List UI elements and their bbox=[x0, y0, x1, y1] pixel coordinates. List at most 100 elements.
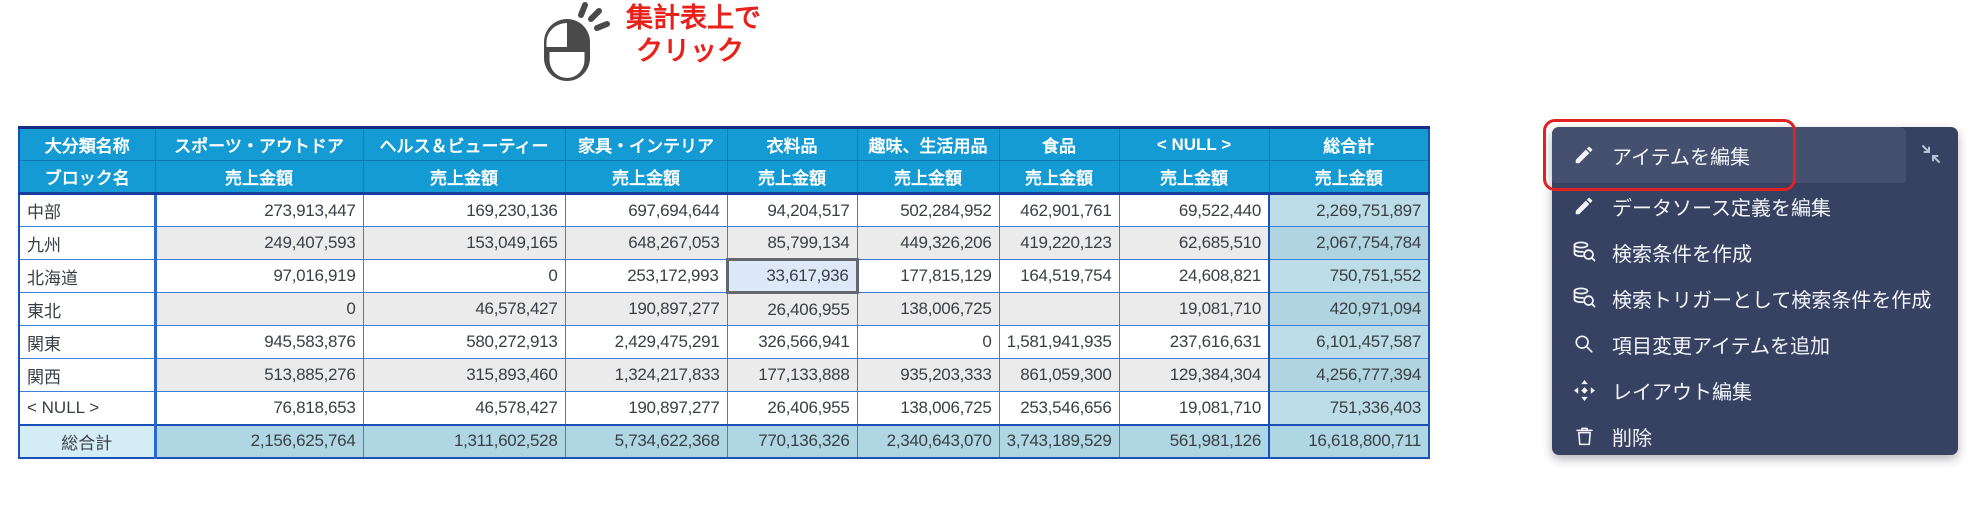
table-cell[interactable]: 3,743,189,529 bbox=[998, 423, 1120, 459]
table-cell[interactable]: 750,751,552 bbox=[1268, 259, 1430, 293]
table-cell[interactable]: 24,608,821 bbox=[1118, 259, 1270, 293]
table-cell[interactable]: 97,016,919 bbox=[154, 259, 364, 293]
selected-cell[interactable]: 33,617,936 bbox=[725, 258, 859, 294]
measure-header-7[interactable]: 売上金額 bbox=[1268, 160, 1430, 195]
menu-item-create-search-condition-as-trigger[interactable]: 検索トリガーとして検索条件を作成 bbox=[1552, 275, 1958, 321]
table-cell[interactable]: 2,067,754,784 bbox=[1268, 226, 1430, 260]
measure-header-4[interactable]: 売上金額 bbox=[856, 160, 1000, 195]
row-label[interactable]: 中部 bbox=[18, 193, 157, 227]
table-cell[interactable]: 153,049,165 bbox=[362, 226, 566, 260]
measure-header-2[interactable]: 売上金額 bbox=[564, 160, 728, 195]
table-cell[interactable]: 169,230,136 bbox=[362, 193, 566, 227]
table-cell[interactable]: 1,311,602,528 bbox=[362, 423, 566, 459]
table-cell[interactable]: 2,429,475,291 bbox=[564, 325, 728, 359]
table-cell[interactable]: 4,256,777,394 bbox=[1268, 358, 1430, 392]
table-cell[interactable]: 751,336,403 bbox=[1268, 391, 1430, 425]
table-cell[interactable]: 945,583,876 bbox=[154, 325, 364, 359]
menu-item-add-field-change-item[interactable]: 項目変更アイテムを追加 bbox=[1552, 321, 1958, 367]
table-cell[interactable]: 326,566,941 bbox=[726, 325, 858, 359]
row-label[interactable]: 関西 bbox=[18, 358, 157, 392]
column-header-4[interactable]: 趣味、生活用品 bbox=[856, 127, 1000, 161]
table-cell[interactable]: 26,406,955 bbox=[726, 391, 858, 425]
measure-header-3[interactable]: 売上金額 bbox=[726, 160, 858, 195]
column-header-1[interactable]: ヘルス＆ビューティー bbox=[362, 127, 566, 161]
column-header-5[interactable]: 食品 bbox=[998, 127, 1120, 161]
table-cell[interactable]: 561,981,126 bbox=[1118, 423, 1270, 459]
menu-item-create-search-condition[interactable]: 検索条件を作成 bbox=[1552, 229, 1958, 275]
table-cell[interactable]: 19,081,710 bbox=[1118, 292, 1270, 326]
table-cell[interactable]: 138,006,725 bbox=[856, 292, 1000, 326]
table-cell[interactable]: 190,897,277 bbox=[564, 391, 728, 425]
row-label[interactable]: 総合計 bbox=[18, 423, 157, 458]
table-cell[interactable]: 2,156,625,764 bbox=[154, 423, 364, 459]
table-cell[interactable]: 76,818,653 bbox=[154, 391, 364, 425]
table-cell[interactable]: 770,136,326 bbox=[726, 423, 858, 459]
table-cell[interactable]: 697,694,644 bbox=[564, 193, 728, 227]
column-header-3[interactable]: 衣料品 bbox=[726, 127, 858, 161]
table-cell[interactable]: 46,578,427 bbox=[362, 391, 566, 425]
table-cell[interactable]: 26,406,955 bbox=[726, 292, 858, 326]
table-cell[interactable]: 502,284,952 bbox=[856, 193, 1000, 227]
table-cell[interactable]: 62,685,510 bbox=[1118, 226, 1270, 260]
table-cell[interactable]: 177,133,888 bbox=[726, 358, 858, 392]
column-header-6[interactable]: < NULL > bbox=[1118, 127, 1270, 161]
table-row: 関西 513,885,276 315,893,460 1,324,217,833 177… bbox=[18, 358, 1430, 392]
table-cell[interactable]: 164,519,754 bbox=[998, 259, 1120, 293]
measure-header-5[interactable]: 売上金額 bbox=[998, 160, 1120, 195]
menu-item-edit-item[interactable]: アイテムを編集 bbox=[1552, 127, 1906, 183]
table-cell[interactable]: 419,220,123 bbox=[998, 226, 1120, 260]
table-cell[interactable]: 513,885,276 bbox=[154, 358, 364, 392]
table-cell[interactable]: 580,272,913 bbox=[362, 325, 566, 359]
menu-item-edit-datasource-definition[interactable]: データソース定義を編集 bbox=[1552, 183, 1958, 229]
table-cell[interactable]: 861,059,300 bbox=[998, 358, 1120, 392]
table-cell[interactable]: 253,172,993 bbox=[564, 259, 728, 293]
measure-header-6[interactable]: 売上金額 bbox=[1118, 160, 1270, 195]
table-cell[interactable]: 2,340,643,070 bbox=[856, 423, 1000, 459]
column-header-2[interactable]: 家具・インテリア bbox=[564, 127, 728, 161]
table-cell[interactable]: 138,006,725 bbox=[856, 391, 1000, 425]
table-cell[interactable]: 69,522,440 bbox=[1118, 193, 1270, 227]
table-cell[interactable] bbox=[998, 292, 1120, 326]
table-cell[interactable]: 0 bbox=[154, 292, 364, 326]
table-cell[interactable]: 935,203,333 bbox=[856, 358, 1000, 392]
row-header-label[interactable]: ブロック名 bbox=[18, 160, 156, 195]
table-cell[interactable]: 462,901,761 bbox=[998, 193, 1120, 227]
table-cell[interactable]: 190,897,277 bbox=[564, 292, 728, 326]
row-label[interactable]: < NULL > bbox=[18, 391, 157, 425]
table-cell[interactable]: 177,815,129 bbox=[856, 259, 1000, 293]
menu-item-edit-layout[interactable]: レイアウト編集 bbox=[1552, 367, 1958, 413]
table-cell[interactable]: 5,734,622,368 bbox=[564, 423, 728, 459]
table-cell[interactable]: 16,618,800,711 bbox=[1268, 423, 1430, 459]
table-cell[interactable]: 273,913,447 bbox=[154, 193, 364, 227]
table-cell[interactable]: 85,799,134 bbox=[726, 226, 858, 260]
table-cell[interactable]: 0 bbox=[856, 325, 1000, 359]
table-cell[interactable]: 420,971,094 bbox=[1268, 292, 1430, 326]
table-cell[interactable]: 19,081,710 bbox=[1118, 391, 1270, 425]
table-cell[interactable]: 1,324,217,833 bbox=[564, 358, 728, 392]
menu-item-delete[interactable]: 削除 bbox=[1552, 413, 1958, 459]
table-cell[interactable]: 449,326,206 bbox=[856, 226, 1000, 260]
collapse-icon[interactable] bbox=[1920, 143, 1942, 170]
table-cell[interactable]: 6,101,457,587 bbox=[1268, 325, 1430, 359]
table-cell[interactable]: 2,269,751,897 bbox=[1268, 193, 1430, 227]
table-cell[interactable]: 237,616,631 bbox=[1118, 325, 1270, 359]
column-header-0[interactable]: スポーツ・アウトドア bbox=[154, 127, 364, 161]
corner-header[interactable]: 大分類名称 bbox=[18, 127, 156, 161]
table-cell[interactable]: 129,384,304 bbox=[1118, 358, 1270, 392]
row-label[interactable]: 関東 bbox=[18, 325, 157, 359]
column-header-7[interactable]: 総合計 bbox=[1268, 127, 1430, 161]
table-cell[interactable]: 249,407,593 bbox=[154, 226, 364, 260]
table-cell[interactable]: 253,546,656 bbox=[998, 391, 1120, 425]
table-cell[interactable]: 0 bbox=[362, 259, 566, 293]
row-label[interactable]: 東北 bbox=[18, 292, 157, 326]
table-cell[interactable]: 46,578,427 bbox=[362, 292, 566, 326]
table-cell[interactable]: 315,893,460 bbox=[362, 358, 566, 392]
row-label[interactable]: 北海道 bbox=[18, 259, 157, 293]
row-label[interactable]: 九州 bbox=[18, 226, 157, 260]
table-cell[interactable]: 1,581,941,935 bbox=[998, 325, 1120, 359]
measure-header-0[interactable]: 売上金額 bbox=[154, 160, 364, 195]
menu-item-label: レイアウト編集 bbox=[1612, 381, 1752, 404]
table-cell[interactable]: 94,204,517 bbox=[726, 193, 858, 227]
table-cell[interactable]: 648,267,053 bbox=[564, 226, 728, 260]
measure-header-1[interactable]: 売上金額 bbox=[362, 160, 566, 195]
